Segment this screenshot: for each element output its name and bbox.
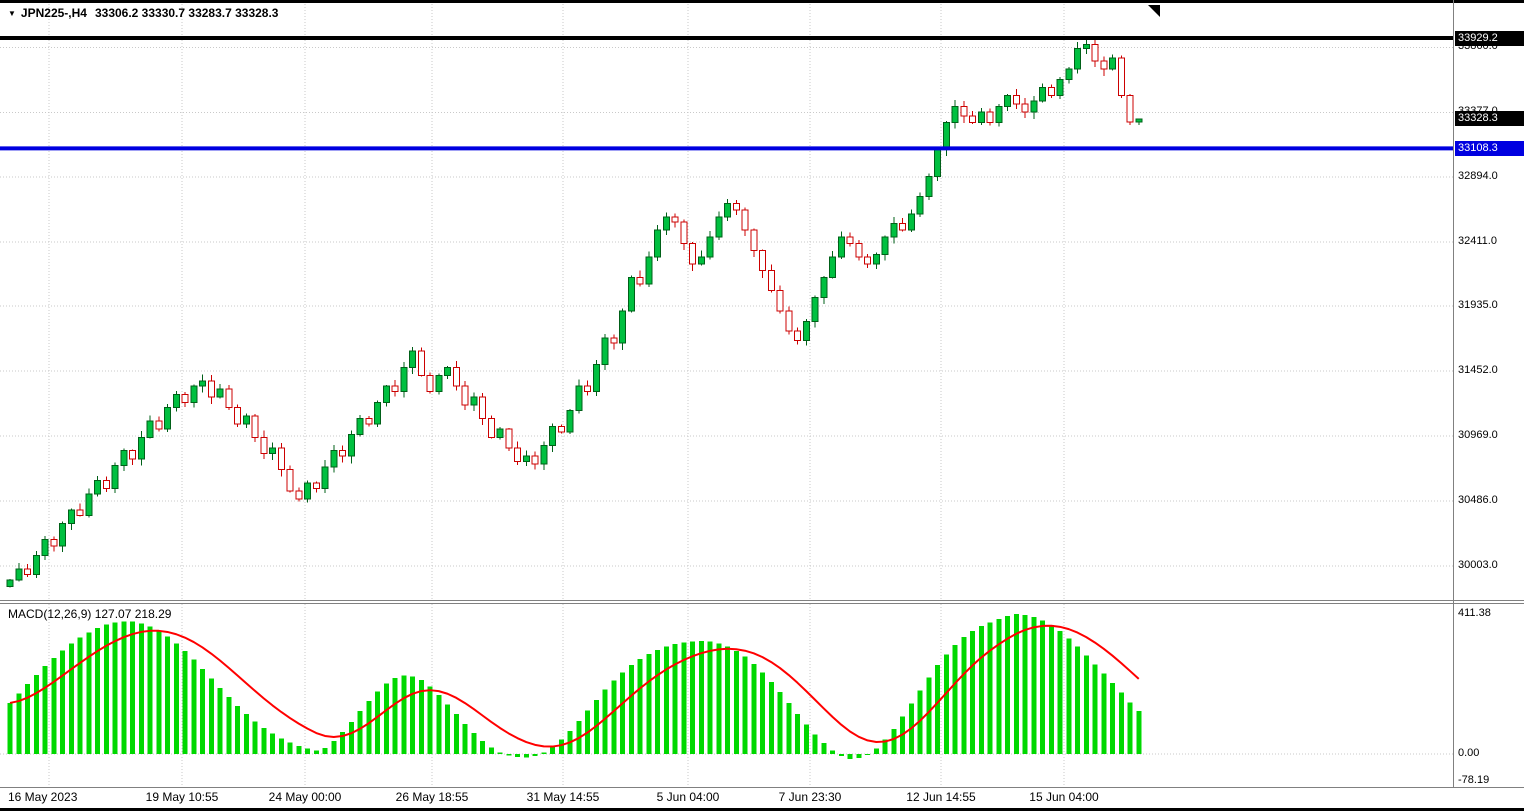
price-tick-label: 31452.0: [1458, 364, 1498, 377]
chart-symbol-label: JPN225-,H4: [20, 6, 87, 20]
price-tag: 33328.3: [1455, 111, 1524, 127]
chart-header: ▼ JPN225-,H4 33306.2 33330.7 33283.7 33328…: [8, 6, 278, 20]
price-axis[interactable]: 33860.033377.032894.032411.031935.031452…: [1455, 0, 1524, 787]
window-bottom-border: [0, 808, 1524, 811]
price-tag: 33108.3: [1455, 140, 1524, 156]
candlestick-series: [6, 38, 1143, 588]
time-tick-label: 19 May 10:55: [145, 790, 219, 804]
window-top-border: [0, 0, 1524, 3]
macd-tick-label: 411.38: [1458, 607, 1491, 619]
chart-ohlc-values: 33306.2 33330.7 33283.7 33328.3: [94, 6, 279, 20]
time-tick-label: 16 May 2023: [8, 790, 78, 804]
price-tick-label: 31935.0: [1458, 299, 1498, 312]
time-tick-label: 5 Jun 04:00: [656, 790, 720, 804]
price-tick-label: 32411.0: [1458, 235, 1497, 248]
price-tick-label: 30486.0: [1458, 494, 1498, 507]
time-axis[interactable]: 16 May 2023 19 May 10:55 24 May 00:00 26 Ma…: [0, 790, 1524, 808]
pane-separator[interactable]: [0, 600, 1524, 601]
price-tick-label: 32894.0: [1458, 170, 1498, 183]
pane-separator[interactable]: [0, 603, 1524, 604]
price-tag: 33929.2: [1455, 30, 1524, 46]
price-tick-label: 30003.0: [1458, 559, 1498, 571]
price-axis-separator: [1453, 0, 1454, 787]
macd-tick-label: 0.00: [1458, 747, 1480, 759]
time-tick-label: 7 Jun 23:30: [778, 790, 842, 804]
chart-symbol-marker-icon: ▼: [8, 9, 16, 18]
macd-signal-line: [9, 624, 1140, 748]
time-tick-label: 24 May 00:00: [268, 790, 342, 804]
time-tick-label: 31 May 14:55: [526, 790, 600, 804]
price-tick-label: 30969.0: [1458, 429, 1498, 442]
macd-tick-label: -78.19: [1458, 773, 1490, 786]
time-axis-separator: [0, 787, 1524, 788]
macd-indicator-label: MACD(12,26,9) 127.07 218.29: [8, 607, 172, 621]
time-tick-label: 15 Jun 04:00: [1029, 790, 1099, 804]
chart-shift-marker-icon: [1148, 5, 1160, 17]
time-tick-label: 12 Jun 14:55: [906, 790, 976, 804]
time-tick-label: 26 May 18:55: [395, 790, 469, 804]
